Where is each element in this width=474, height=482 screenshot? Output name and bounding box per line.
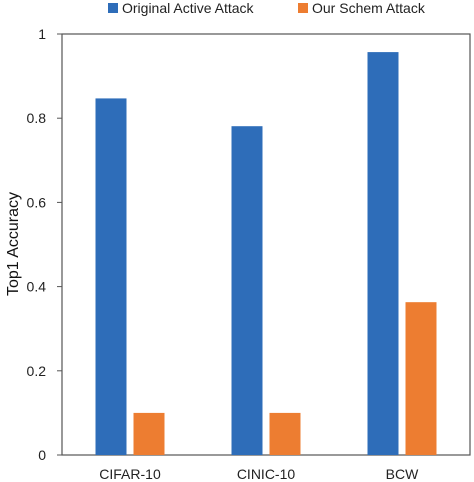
bar-original-active-attack-cinic-10 [231, 126, 263, 455]
bar-our-schem-attack-cifar-10 [133, 412, 165, 455]
y-tick-label: 1 [38, 26, 46, 42]
y-axis-title: Top1 Accuracy [5, 192, 22, 296]
bar-original-active-attack-cifar-10 [95, 98, 127, 456]
bar-our-schem-attack-bcw [405, 302, 437, 455]
legend-swatch [108, 3, 118, 13]
bar-original-active-attack-bcw [367, 52, 399, 456]
y-tick-label: 0.2 [27, 363, 47, 379]
x-category-label: CIFAR-10 [99, 466, 161, 482]
x-axis-labels: CIFAR-10 CINIC-10 BCW [99, 466, 419, 482]
y-tick-label: 0.8 [27, 110, 47, 126]
legend-label: Original Active Attack [122, 0, 255, 16]
bars [95, 52, 437, 456]
legend: Original Active Attack Our Schem Attack [108, 0, 426, 16]
bar-our-schem-attack-cinic-10 [269, 412, 301, 455]
plot-area-frame [61, 33, 471, 456]
y-tick-label: 0 [38, 447, 46, 463]
y-axis-ticks: 0 0.2 0.4 0.6 0.8 1 [27, 26, 62, 463]
legend-label: Our Schem Attack [312, 0, 426, 16]
x-category-label: CINIC-10 [237, 466, 296, 482]
x-category-label: BCW [386, 466, 419, 482]
y-tick-label: 0.6 [27, 194, 47, 210]
y-tick-label: 0.4 [27, 279, 47, 295]
legend-swatch [298, 3, 308, 13]
